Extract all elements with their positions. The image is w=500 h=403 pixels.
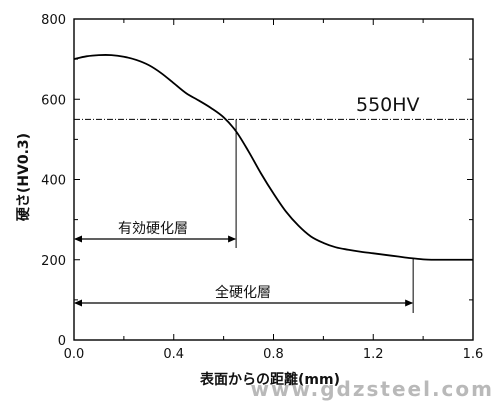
x-axis-title: 表面からの距離(mm) — [199, 371, 340, 388]
y-tick-label: 800 — [41, 13, 66, 28]
effective-depth-arrow-head-left — [74, 235, 82, 243]
y-tick-label: 600 — [41, 93, 66, 108]
effective-depth-arrow-head-right — [228, 235, 237, 243]
y-tick-label: 0 — [58, 334, 66, 349]
y-tick-label: 200 — [41, 254, 66, 269]
hardness-curve — [73, 54, 473, 261]
x-tick-label: 1.2 — [363, 347, 384, 362]
reference-line-label: 550HV — [356, 94, 420, 116]
total-depth-label: 全硬化層 — [215, 284, 271, 301]
x-tick-label: 0.4 — [163, 347, 184, 362]
effective-depth-label: 有効硬化層 — [118, 221, 188, 237]
x-tick-label: 0.0 — [64, 347, 85, 362]
x-tick-label: 0.8 — [263, 347, 284, 362]
y-axis-title: 硬さ(HV0.3) — [16, 133, 32, 221]
watermark: www.gdzsteel.com — [250, 377, 494, 401]
x-tick-label: 1.6 — [463, 347, 484, 362]
total-depth-arrow-head-left — [74, 299, 82, 307]
y-tick-label: 400 — [41, 174, 66, 189]
total-depth-arrow-head-right — [405, 299, 414, 307]
